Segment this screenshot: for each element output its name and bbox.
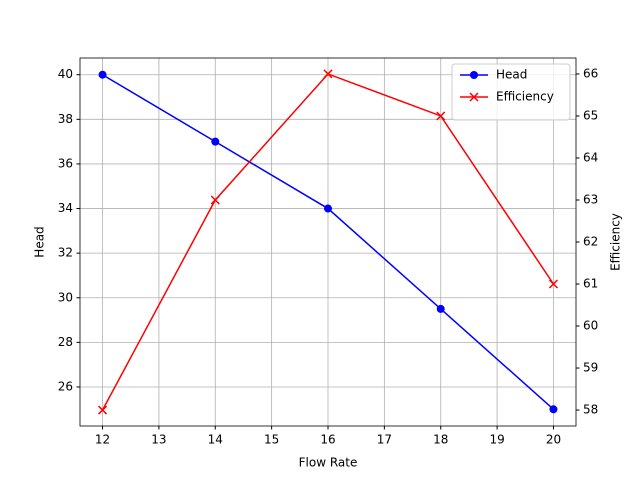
x-tick-label: 20 bbox=[546, 433, 561, 447]
y-tick-label: 34 bbox=[58, 201, 73, 215]
y-tick-label: 32 bbox=[58, 246, 73, 260]
marker bbox=[211, 137, 220, 146]
y-axis-label: Head bbox=[33, 226, 47, 257]
marker bbox=[324, 204, 332, 213]
marker bbox=[549, 405, 558, 414]
x-axis-label: Flow Rate bbox=[299, 456, 358, 470]
y2-tick-label: 64 bbox=[583, 150, 598, 164]
y2-axis-label: Efficiency bbox=[609, 213, 623, 271]
marker bbox=[436, 111, 446, 121]
marker bbox=[98, 405, 108, 415]
y-tick-label: 26 bbox=[58, 379, 73, 393]
legend: Head Efficiency bbox=[451, 63, 571, 121]
x-tick-label: 15 bbox=[264, 433, 279, 447]
y-tick-label: 40 bbox=[58, 67, 73, 81]
marker bbox=[98, 70, 107, 79]
marker bbox=[323, 69, 333, 79]
x-tick-label: 12 bbox=[95, 433, 110, 447]
y2-tick-label: 65 bbox=[583, 108, 598, 122]
x-tick-label: 13 bbox=[151, 433, 166, 447]
y2-tick-label: 58 bbox=[583, 403, 598, 417]
x-tick-label: 16 bbox=[320, 433, 335, 447]
legend-marker bbox=[470, 71, 478, 79]
y2-tick-label: 62 bbox=[583, 235, 598, 249]
y-tick-label: 36 bbox=[58, 156, 73, 170]
y2-tick-label: 59 bbox=[583, 361, 598, 375]
legend-label: Head bbox=[496, 68, 527, 82]
plot-frame bbox=[79, 57, 577, 427]
legend-box bbox=[451, 63, 571, 121]
x-tick-label: 17 bbox=[377, 433, 392, 447]
y-tick-label: 38 bbox=[58, 112, 73, 126]
marker bbox=[436, 304, 445, 313]
marker bbox=[548, 279, 558, 289]
x-tick-label: 18 bbox=[433, 433, 448, 447]
y2-tick-label: 60 bbox=[583, 319, 598, 333]
legend-label: Efficiency bbox=[496, 90, 554, 104]
marker bbox=[210, 195, 220, 205]
y2-tick-label: 61 bbox=[583, 277, 598, 291]
x-tick-label: 19 bbox=[489, 433, 504, 447]
y2-tick-label: 63 bbox=[583, 192, 598, 206]
x-tick-label: 14 bbox=[208, 433, 223, 447]
legend-marker bbox=[469, 92, 479, 102]
y-tick-label: 28 bbox=[58, 335, 73, 349]
y-tick-label: 30 bbox=[58, 290, 73, 304]
y2-tick-label: 66 bbox=[583, 66, 598, 80]
